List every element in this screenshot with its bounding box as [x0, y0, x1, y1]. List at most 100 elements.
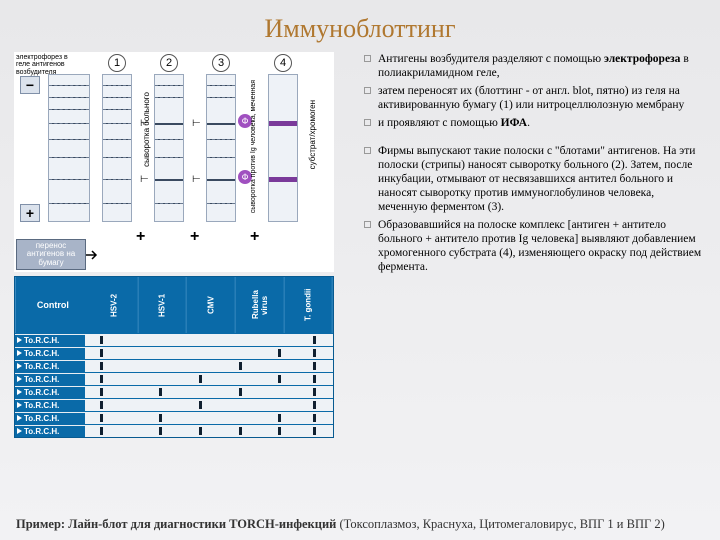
lineblot-band: [278, 349, 281, 357]
lineblot-band: [159, 414, 162, 422]
bullet-item: Антигены возбудителя разделяют с помощью…: [364, 52, 706, 80]
slide-caption: Пример: Лайн-блот для диагностики TORCH-…: [16, 517, 704, 532]
lineblot-col-hsv1: HSV-1: [138, 277, 187, 333]
transfer-label: перенос антигенов на бумагу: [16, 239, 86, 270]
plus-sign: +: [20, 204, 40, 222]
bullet-item: затем переносят их (блоттинг - от англ. …: [364, 84, 706, 112]
arrow-right-icon: [17, 428, 22, 434]
lineblot-row-label: To.R.C.H.: [15, 335, 85, 346]
lane-number-3: 3: [212, 54, 230, 72]
figures-column: электрофорез в геле антигенов возбудител…: [14, 52, 354, 438]
lineblot-row-label: To.R.C.H.: [15, 387, 85, 398]
arrow-right-icon: [17, 415, 22, 421]
lineblot-band: [278, 414, 281, 422]
text-column: Антигены возбудителя разделяют с помощью…: [354, 52, 706, 438]
lineblot-strip: [85, 386, 333, 398]
lane-number-1: 1: [108, 54, 126, 72]
lineblot-col-rubella: Rubella virus: [236, 277, 285, 333]
lineblot-col-toxo: T. gondii: [284, 277, 333, 333]
antibody-icon: ⊢: [192, 174, 201, 185]
arrow-right-icon: [17, 337, 22, 343]
arrow-right-icon: [17, 402, 22, 408]
lineblot-band: [239, 388, 242, 396]
lineblot-band: [100, 401, 103, 409]
lineblot-band: [199, 375, 202, 383]
lineblot-row: To.R.C.H.: [15, 424, 333, 437]
lineblot-strip: [85, 334, 333, 346]
bullet-text: Антигены возбудителя разделяют с помощью…: [378, 52, 706, 80]
plus-between: +: [190, 228, 199, 246]
lineblot-band: [278, 427, 281, 435]
lineblot-band: [199, 427, 202, 435]
bullet-square-icon: [364, 221, 371, 228]
arrow-right-icon: [86, 248, 100, 262]
lineblot-body: To.R.C.H. To.R.C.H. To.R.C.H. To.R.C.H. To.R…: [15, 333, 333, 437]
caption-bold: Пример: Лайн-блот для диагностики TORCH-…: [16, 517, 336, 531]
lineblot-row: To.R.C.H.: [15, 333, 333, 346]
ep-gel-label: электрофорез в геле антигенов возбудител…: [16, 54, 76, 76]
bullet-text: затем переносят их (блоттинг - от англ. …: [378, 84, 706, 112]
bullet-square-icon: [364, 119, 371, 126]
lineblot-row-label: To.R.C.H.: [15, 426, 85, 437]
lineblot-col-cmv: CMV: [187, 277, 236, 333]
lineblot-strip: [85, 425, 333, 437]
lineblot-row: To.R.C.H.: [15, 359, 333, 372]
bullet-text: Образовавшийся на полоске комплекс [анти…: [378, 218, 706, 274]
bullet-square-icon: [364, 87, 371, 94]
bullet-square-icon: [364, 147, 371, 154]
lineblot-band: [278, 375, 281, 383]
minus-sign: −: [20, 76, 40, 94]
lineblot-band: [313, 362, 316, 370]
lineblot-row-label: To.R.C.H.: [15, 361, 85, 372]
arrow-right-icon: [17, 363, 22, 369]
gel-lane-antigens: [48, 74, 90, 222]
bullet-text: Фирмы выпускают такие полоски с "блотами…: [378, 144, 706, 214]
lineblot-band: [100, 362, 103, 370]
plus-between: +: [136, 228, 145, 246]
lineblot-col-control: Control: [15, 277, 90, 333]
antibody-icon: ⊢: [192, 118, 201, 129]
lineblot-table: Control HSV-2 HSV-1 CMV Rubella virus T.…: [14, 276, 334, 438]
electrophoresis-diagram: электрофорез в геле антигенов возбудител…: [14, 52, 334, 272]
lineblot-band: [199, 401, 202, 409]
bullet-item: Фирмы выпускают такие полоски с "блотами…: [364, 144, 706, 214]
plus-between: +: [250, 228, 259, 246]
lineblot-band: [313, 427, 316, 435]
lineblot-band: [100, 336, 103, 344]
lineblot-row-label: To.R.C.H.: [15, 348, 85, 359]
vert-label-serum-patient: сыворотка больного: [142, 92, 151, 167]
lineblot-band: [100, 375, 103, 383]
blot-lane-2: [154, 74, 184, 222]
arrow-right-icon: [17, 376, 22, 382]
lineblot-row-label: To.R.C.H.: [15, 374, 85, 385]
caption-rest: (Токсоплазмоз, Краснуха, Цитомегаловирус…: [336, 517, 664, 531]
bullet-text: и проявляют с помощью ИФА.: [378, 116, 530, 130]
lineblot-row: To.R.C.H.: [15, 385, 333, 398]
lineblot-band: [100, 414, 103, 422]
lineblot-band: [100, 427, 103, 435]
blot-lane-3: [206, 74, 236, 222]
arrow-right-icon: [17, 350, 22, 356]
lineblot-row-label: To.R.C.H.: [15, 400, 85, 411]
lineblot-band: [313, 414, 316, 422]
vert-label-substrate: субстрат/хромоген: [308, 100, 317, 169]
antibody-icon: ⊢: [140, 174, 149, 185]
lineblot-band: [159, 427, 162, 435]
blot-lane-1: [102, 74, 132, 222]
lineblot-band: [313, 375, 316, 383]
lineblot-band: [313, 336, 316, 344]
lineblot-strip: [85, 347, 333, 359]
lineblot-band: [239, 362, 242, 370]
lineblot-band: [239, 427, 242, 435]
lineblot-row: To.R.C.H.: [15, 411, 333, 424]
lineblot-strip: [85, 373, 333, 385]
lineblot-band: [159, 388, 162, 396]
vert-label-anti-ig: сыворотка против Ig человека, меченная: [250, 80, 257, 213]
lineblot-band: [313, 401, 316, 409]
lineblot-row-label: To.R.C.H.: [15, 413, 85, 424]
lineblot-band: [313, 349, 316, 357]
bullet-list: Антигены возбудителя разделяют с помощью…: [364, 52, 706, 274]
lineblot-row: To.R.C.H.: [15, 398, 333, 411]
lineblot-strip: [85, 399, 333, 411]
lineblot-row: To.R.C.H.: [15, 372, 333, 385]
